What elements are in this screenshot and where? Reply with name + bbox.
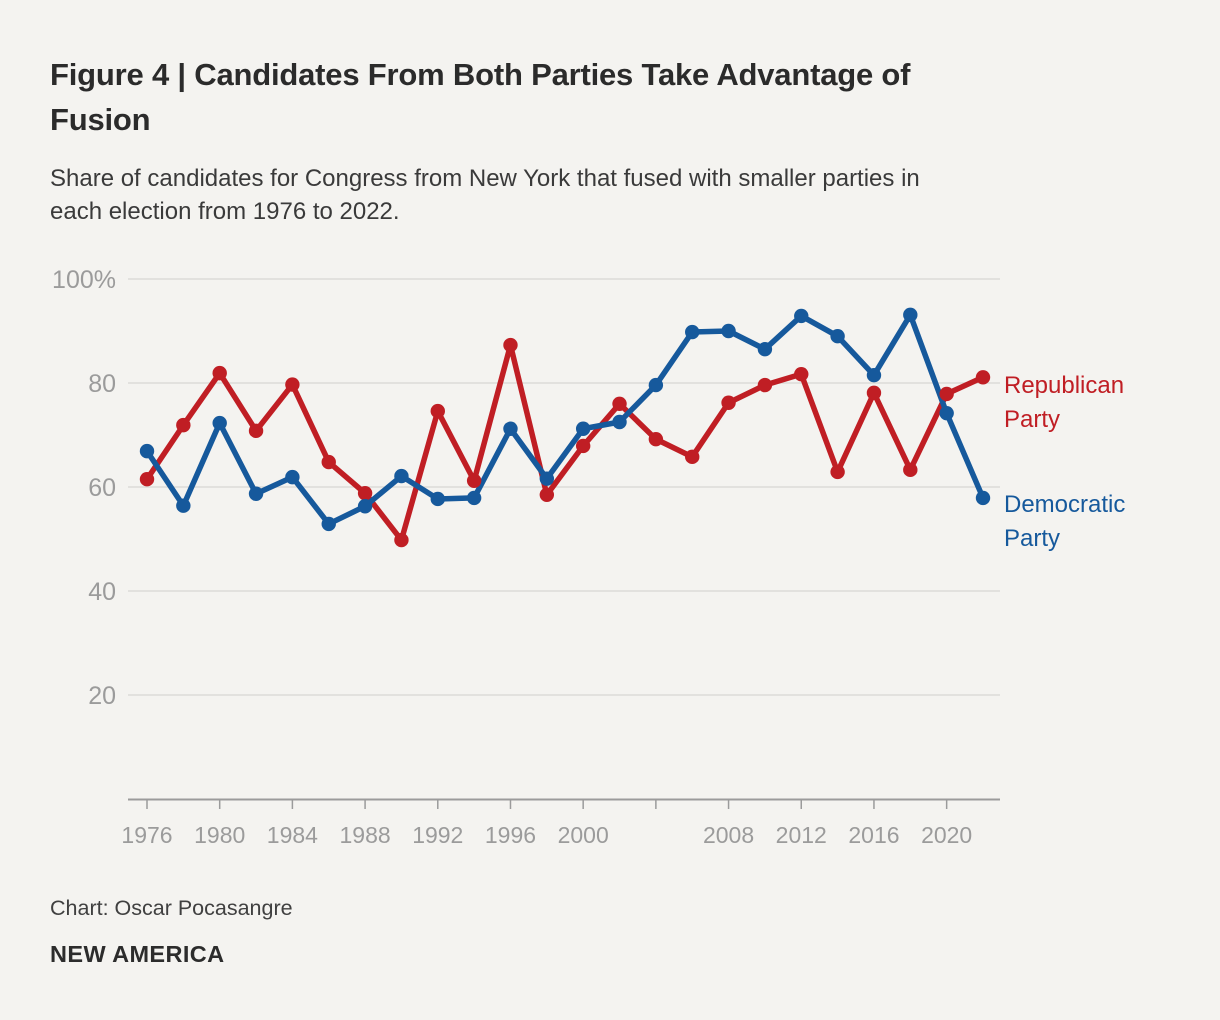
chart-credit: Chart: Oscar Pocasangre (50, 896, 293, 920)
figure-subtitle-line2: each election from 1976 to 2022. (50, 198, 400, 225)
svg-text:80: 80 (88, 370, 116, 398)
svg-text:20: 20 (88, 682, 116, 710)
svg-text:2000: 2000 (558, 822, 609, 848)
figure-subtitle: Share of candidates for Congress from Ne… (50, 162, 1190, 228)
figure-subtitle-line1: Share of candidates for Congress from Ne… (50, 165, 920, 192)
svg-text:2008: 2008 (703, 822, 754, 848)
svg-text:2020: 2020 (921, 822, 972, 848)
svg-text:1992: 1992 (412, 822, 463, 848)
svg-text:1988: 1988 (340, 822, 391, 848)
figure-title-line2: Fusion (50, 102, 151, 137)
svg-text:1980: 1980 (194, 822, 245, 848)
new-america-wordmark: NEW AMERICA (50, 941, 225, 967)
svg-text:2012: 2012 (776, 822, 827, 848)
svg-text:1984: 1984 (267, 822, 318, 848)
svg-text:40: 40 (88, 578, 116, 606)
svg-text:100%: 100% (52, 266, 116, 294)
svg-text:2016: 2016 (848, 822, 899, 848)
svg-text:1996: 1996 (485, 822, 536, 848)
figure-title: Figure 4 | Candidates From Both Parties … (50, 52, 1180, 142)
figure-title-line1: Figure 4 | Candidates From Both Parties … (50, 57, 911, 92)
svg-text:60: 60 (88, 474, 116, 502)
svg-text:1976: 1976 (121, 822, 172, 848)
legend-label-democratic: Democratic Party (1004, 491, 1126, 552)
legend-label-republican: Republican Party (1004, 372, 1125, 433)
